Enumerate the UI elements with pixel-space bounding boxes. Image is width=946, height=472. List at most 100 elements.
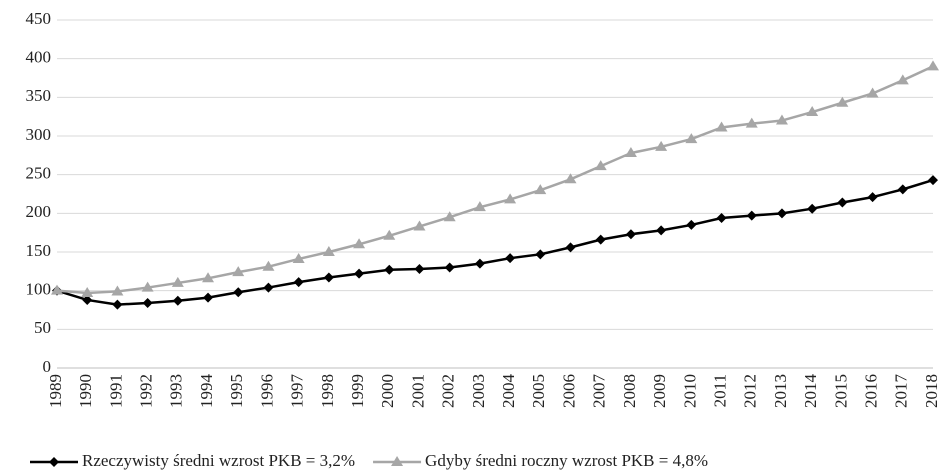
x-tick-label: 2009 (650, 374, 669, 408)
point-marker (534, 184, 547, 195)
point-marker (443, 211, 456, 222)
x-tick-label: 2000 (378, 374, 397, 408)
point-marker (171, 276, 184, 287)
point-marker (111, 285, 124, 296)
point-marker (112, 299, 123, 310)
x-tick-label: 2011 (710, 374, 729, 407)
x-tick-label: 2017 (892, 374, 911, 409)
x-tick-label: 1998 (318, 374, 337, 408)
x-tick-label: 1989 (46, 374, 65, 408)
point-marker (292, 252, 305, 263)
point-marker (262, 260, 275, 271)
point-marker (474, 258, 485, 269)
point-marker (384, 264, 395, 275)
point-marker (928, 175, 938, 186)
y-tick-label: 350 (26, 86, 52, 105)
x-tick-label: 1990 (76, 374, 95, 408)
x-tick-label: 2001 (408, 374, 427, 408)
point-marker (322, 246, 335, 256)
series-line (56, 178, 934, 306)
point-marker (141, 281, 154, 292)
point-marker (81, 286, 94, 297)
x-tick-label: 2003 (469, 374, 488, 408)
point-marker (806, 106, 819, 117)
point-marker (51, 284, 63, 295)
y-tick-label: 250 (26, 164, 52, 183)
point-marker (685, 133, 698, 144)
point-marker (594, 160, 607, 171)
x-tick-label: 2015 (831, 374, 850, 408)
point-marker (775, 114, 788, 125)
point-marker (391, 456, 404, 466)
y-tick-label: 100 (26, 280, 52, 299)
point-marker (656, 225, 667, 236)
point-marker (232, 266, 245, 277)
point-marker (202, 272, 215, 283)
x-tick-label: 2008 (620, 374, 639, 408)
x-tick-label: 1995 (227, 374, 246, 408)
point-marker (172, 295, 183, 306)
point-marker (624, 147, 637, 158)
y-tick-label: 150 (26, 241, 52, 260)
x-tick-label: 2002 (439, 374, 458, 408)
point-marker (444, 262, 455, 273)
x-tick-label: 2012 (741, 374, 760, 408)
x-tick-label: 2006 (559, 374, 578, 408)
point-marker (866, 87, 879, 98)
point-marker (686, 219, 697, 230)
x-tick-label: 1996 (257, 374, 276, 408)
y-tick-label: 450 (26, 9, 52, 28)
point-marker (203, 292, 214, 303)
y-tick-label: 300 (26, 125, 52, 144)
point-marker (504, 193, 517, 204)
point-marker (233, 287, 244, 298)
point-marker (473, 201, 486, 212)
point-marker (293, 277, 304, 288)
x-tick-label: 2007 (590, 374, 609, 409)
x-tick-label: 2010 (680, 374, 699, 408)
point-marker (564, 173, 577, 184)
point-marker (776, 208, 787, 219)
x-tick-label: 1994 (197, 374, 216, 409)
point-marker (867, 192, 878, 203)
x-tick-label: 2016 (861, 374, 880, 408)
y-tick-label: 400 (26, 48, 52, 67)
point-marker (354, 268, 365, 279)
x-tick-label: 1991 (106, 374, 125, 408)
series-line (56, 65, 934, 295)
point-marker (142, 298, 153, 309)
point-marker (595, 234, 606, 245)
x-tick-label: 1992 (137, 374, 156, 408)
point-marker (896, 74, 909, 85)
x-tick-label: 2004 (499, 374, 518, 409)
point-marker (745, 117, 758, 128)
point-marker (746, 210, 757, 221)
point-marker (414, 264, 425, 275)
point-marker (807, 203, 818, 214)
point-marker (837, 197, 848, 208)
point-marker (927, 60, 939, 71)
x-tick-label: 2013 (771, 374, 790, 408)
y-tick-label: 0 (43, 357, 52, 376)
y-tick-label: 50 (34, 318, 51, 337)
x-tick-label: 1999 (348, 374, 367, 408)
point-marker (413, 220, 426, 231)
y-tick-label: 200 (26, 202, 52, 221)
point-marker (625, 229, 636, 240)
point-marker (323, 272, 334, 283)
point-marker (565, 242, 576, 253)
point-marker (897, 184, 908, 195)
x-tick-label: 1997 (288, 374, 307, 409)
legend-label: Rzeczywisty średni wzrost PKB = 3,2% (82, 451, 355, 470)
point-marker (535, 249, 546, 260)
point-marker (716, 212, 727, 223)
point-marker (715, 121, 728, 132)
point-marker (82, 294, 93, 305)
point-marker (505, 253, 516, 264)
x-tick-label: 2018 (922, 374, 941, 408)
point-marker (263, 282, 274, 293)
point-marker (655, 140, 668, 151)
point-marker (353, 238, 366, 249)
